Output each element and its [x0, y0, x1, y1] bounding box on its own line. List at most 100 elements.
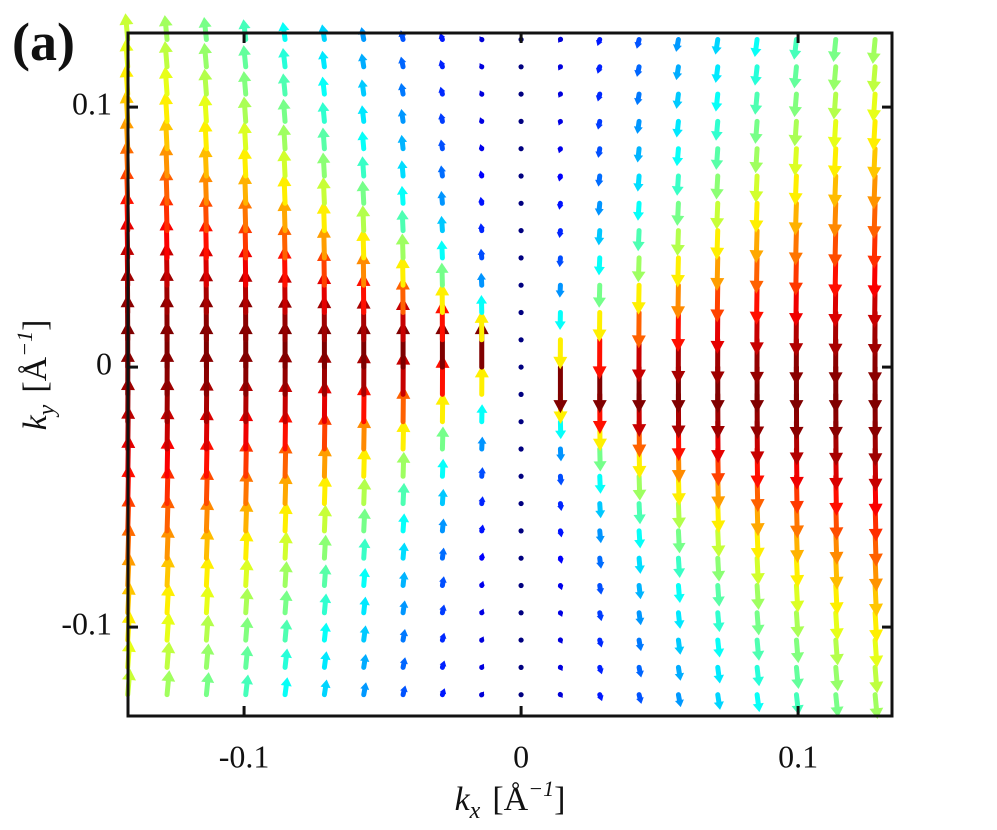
arrow-head: [749, 190, 764, 203]
arrow-head: [237, 121, 252, 134]
arrow-head: [749, 104, 763, 115]
arrow: [317, 474, 332, 507]
arrow: [749, 118, 763, 144]
arrow: [317, 76, 329, 97]
arrow-head: [749, 250, 764, 264]
arrow: [398, 542, 409, 561]
arrow-shaft: [399, 33, 406, 42]
arrow-shaft: [636, 692, 643, 701]
arrow-head: [830, 706, 844, 718]
arrow: [593, 255, 605, 276]
arrow-head: [278, 531, 293, 544]
arrow: [518, 173, 524, 179]
arrow-shaft: [715, 610, 722, 626]
arrow: [318, 504, 333, 534]
arrow-head: [593, 461, 607, 472]
arrow: [557, 64, 563, 71]
x-label-sup: −1: [528, 776, 554, 801]
arrow-shaft: [793, 637, 800, 656]
arrow-head: [830, 680, 844, 692]
arrow-shaft: [597, 692, 603, 699]
arrow-head: [789, 313, 804, 327]
arrow: [557, 91, 564, 98]
arrow-head: [479, 580, 485, 587]
arrow-shaft: [203, 594, 210, 616]
arrow-dot: [518, 282, 524, 288]
arrow-head: [868, 400, 883, 414]
arrow: [518, 309, 524, 316]
arrow-head: [713, 674, 725, 684]
arrow-head: [710, 340, 725, 354]
arrow-shaft: [360, 163, 367, 179]
arrow: [238, 45, 251, 70]
arrow: [869, 637, 884, 668]
arrow: [279, 590, 293, 616]
arrow-head: [828, 426, 843, 440]
arrow-shaft: [439, 142, 445, 152]
arrow-shaft: [163, 152, 170, 179]
arrow-head: [595, 179, 604, 187]
arrow-head: [438, 86, 446, 93]
arrow-head: [595, 510, 606, 519]
arrow-shaft: [871, 64, 878, 84]
arrow-head: [789, 343, 804, 357]
arrow-shaft: [400, 548, 407, 561]
arrow-head: [592, 329, 607, 342]
arrow-head: [357, 131, 369, 141]
arrow-head: [398, 542, 409, 551]
arrow-head: [553, 400, 568, 414]
arrow-shaft: [321, 211, 327, 234]
arrow: [318, 534, 332, 561]
arrow-head: [789, 400, 804, 414]
arrow: [788, 91, 802, 118]
arrow: [478, 144, 485, 152]
arrow: [518, 473, 524, 479]
arrow: [277, 173, 292, 206]
arrow: [556, 473, 565, 486]
arrow: [711, 91, 723, 112]
arrow-head: [829, 527, 844, 541]
arrow: [278, 531, 293, 561]
arrow-head: [828, 51, 842, 63]
arrow-shaft: [714, 146, 721, 163]
arrow-shaft: [439, 522, 446, 534]
x-axis-label: kx [Å−1]: [455, 776, 566, 824]
arrow: [869, 610, 884, 643]
arrow: [159, 117, 174, 152]
arrow-shaft: [832, 36, 839, 55]
arrow-shaft: [164, 446, 171, 479]
arrow-head: [158, 41, 173, 53]
arrow-head: [396, 419, 411, 433]
arrow-head: [277, 73, 291, 84]
arrow-shaft: [164, 505, 171, 534]
arrow-head: [710, 247, 725, 261]
arrow: [161, 641, 176, 670]
arrow-head: [595, 95, 603, 102]
arrow-head: [710, 159, 724, 170]
arrow-head: [634, 539, 646, 549]
arrow-shaft: [360, 31, 367, 42]
arrow-shaft: [715, 637, 722, 652]
arrow-head: [360, 682, 370, 691]
arrow-head: [868, 426, 883, 440]
arrow-head: [789, 426, 804, 440]
arrow: [866, 36, 881, 64]
arrow: [161, 670, 176, 698]
arrow: [240, 674, 253, 698]
arrow: [712, 582, 725, 607]
arrow-shaft: [754, 692, 761, 707]
arrow-dot: [518, 173, 524, 179]
arrow-shaft: [715, 528, 721, 549]
arrow-head: [595, 123, 603, 130]
arrow-head: [317, 76, 329, 86]
arrow: [710, 228, 725, 261]
arrow: [356, 228, 371, 261]
arrow-head: [479, 117, 485, 123]
arrow-head: [867, 285, 882, 299]
arrow: [712, 610, 725, 633]
arrow-shaft: [360, 84, 367, 97]
arrow-head: [557, 531, 564, 538]
arrow-shaft: [793, 664, 801, 682]
arrow-shaft: [636, 228, 642, 245]
arrow: [596, 637, 604, 648]
